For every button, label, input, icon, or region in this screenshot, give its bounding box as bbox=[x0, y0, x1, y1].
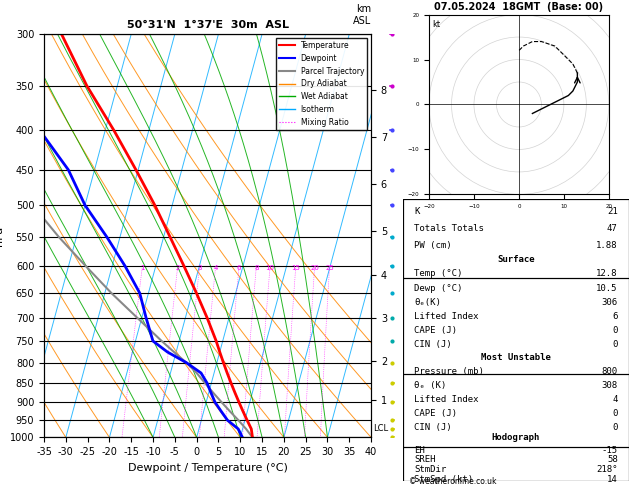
Title: 07.05.2024  18GMT  (Base: 00): 07.05.2024 18GMT (Base: 00) bbox=[435, 2, 603, 13]
Text: PW (cm): PW (cm) bbox=[414, 241, 452, 250]
Text: 10.5: 10.5 bbox=[596, 283, 618, 293]
Text: EH: EH bbox=[414, 446, 425, 454]
Text: 47: 47 bbox=[607, 225, 618, 233]
Text: 2: 2 bbox=[175, 264, 180, 271]
Text: -15: -15 bbox=[601, 446, 618, 454]
Text: StmDir: StmDir bbox=[414, 466, 446, 474]
Text: StmSpd (kt): StmSpd (kt) bbox=[414, 475, 473, 484]
Text: Lifted Index: Lifted Index bbox=[414, 312, 479, 321]
Text: 306: 306 bbox=[601, 297, 618, 307]
Bar bbox=[403, 374, 629, 447]
Text: Most Unstable: Most Unstable bbox=[481, 353, 551, 362]
Text: SREH: SREH bbox=[414, 455, 435, 465]
Text: CIN (J): CIN (J) bbox=[414, 423, 452, 432]
X-axis label: Dewpoint / Temperature (°C): Dewpoint / Temperature (°C) bbox=[128, 463, 287, 473]
Text: 1.88: 1.88 bbox=[596, 241, 618, 250]
Text: θₑ(K): θₑ(K) bbox=[414, 297, 441, 307]
Text: Dewp (°C): Dewp (°C) bbox=[414, 283, 462, 293]
Text: 0: 0 bbox=[612, 409, 618, 418]
Text: km
ASL: km ASL bbox=[353, 4, 371, 26]
Text: K: K bbox=[414, 208, 420, 216]
Text: 3: 3 bbox=[198, 264, 202, 271]
Bar bbox=[403, 278, 629, 374]
Text: CAPE (J): CAPE (J) bbox=[414, 409, 457, 418]
Text: Surface: Surface bbox=[497, 255, 535, 264]
Legend: Temperature, Dewpoint, Parcel Trajectory, Dry Adiabat, Wet Adiabat, Isotherm, Mi: Temperature, Dewpoint, Parcel Trajectory… bbox=[276, 38, 367, 130]
Text: 58: 58 bbox=[607, 455, 618, 465]
Text: 800: 800 bbox=[601, 367, 618, 376]
Text: Totals Totals: Totals Totals bbox=[414, 225, 484, 233]
Text: 8: 8 bbox=[254, 264, 259, 271]
Bar bbox=[403, 199, 629, 278]
Text: 20: 20 bbox=[310, 264, 319, 271]
Text: 6: 6 bbox=[237, 264, 242, 271]
Text: 0: 0 bbox=[612, 340, 618, 349]
Y-axis label: hPa: hPa bbox=[0, 226, 4, 246]
Text: 10: 10 bbox=[265, 264, 275, 271]
Text: 14: 14 bbox=[607, 475, 618, 484]
Text: 25: 25 bbox=[325, 264, 334, 271]
Text: kt: kt bbox=[433, 20, 441, 29]
Text: LCL: LCL bbox=[373, 424, 389, 434]
Text: CAPE (J): CAPE (J) bbox=[414, 326, 457, 335]
Text: Hodograph: Hodograph bbox=[492, 433, 540, 442]
Bar bbox=[403, 447, 629, 481]
Text: 308: 308 bbox=[601, 381, 618, 390]
Text: 21: 21 bbox=[607, 208, 618, 216]
Text: θₑ (K): θₑ (K) bbox=[414, 381, 446, 390]
Text: 15: 15 bbox=[291, 264, 301, 271]
Text: Lifted Index: Lifted Index bbox=[414, 395, 479, 404]
Text: 0: 0 bbox=[612, 326, 618, 335]
Text: 1: 1 bbox=[140, 264, 145, 271]
Text: 4: 4 bbox=[612, 395, 618, 404]
Text: © weatheronline.co.uk: © weatheronline.co.uk bbox=[409, 477, 496, 486]
Text: 4: 4 bbox=[214, 264, 218, 271]
Title: 50°31'N  1°37'E  30m  ASL: 50°31'N 1°37'E 30m ASL bbox=[126, 20, 289, 31]
Text: 218°: 218° bbox=[596, 466, 618, 474]
Text: Temp (°C): Temp (°C) bbox=[414, 269, 462, 278]
Text: CIN (J): CIN (J) bbox=[414, 340, 452, 349]
Text: 6: 6 bbox=[612, 312, 618, 321]
Text: 12.8: 12.8 bbox=[596, 269, 618, 278]
Text: Pressure (mb): Pressure (mb) bbox=[414, 367, 484, 376]
Text: 0: 0 bbox=[612, 423, 618, 432]
